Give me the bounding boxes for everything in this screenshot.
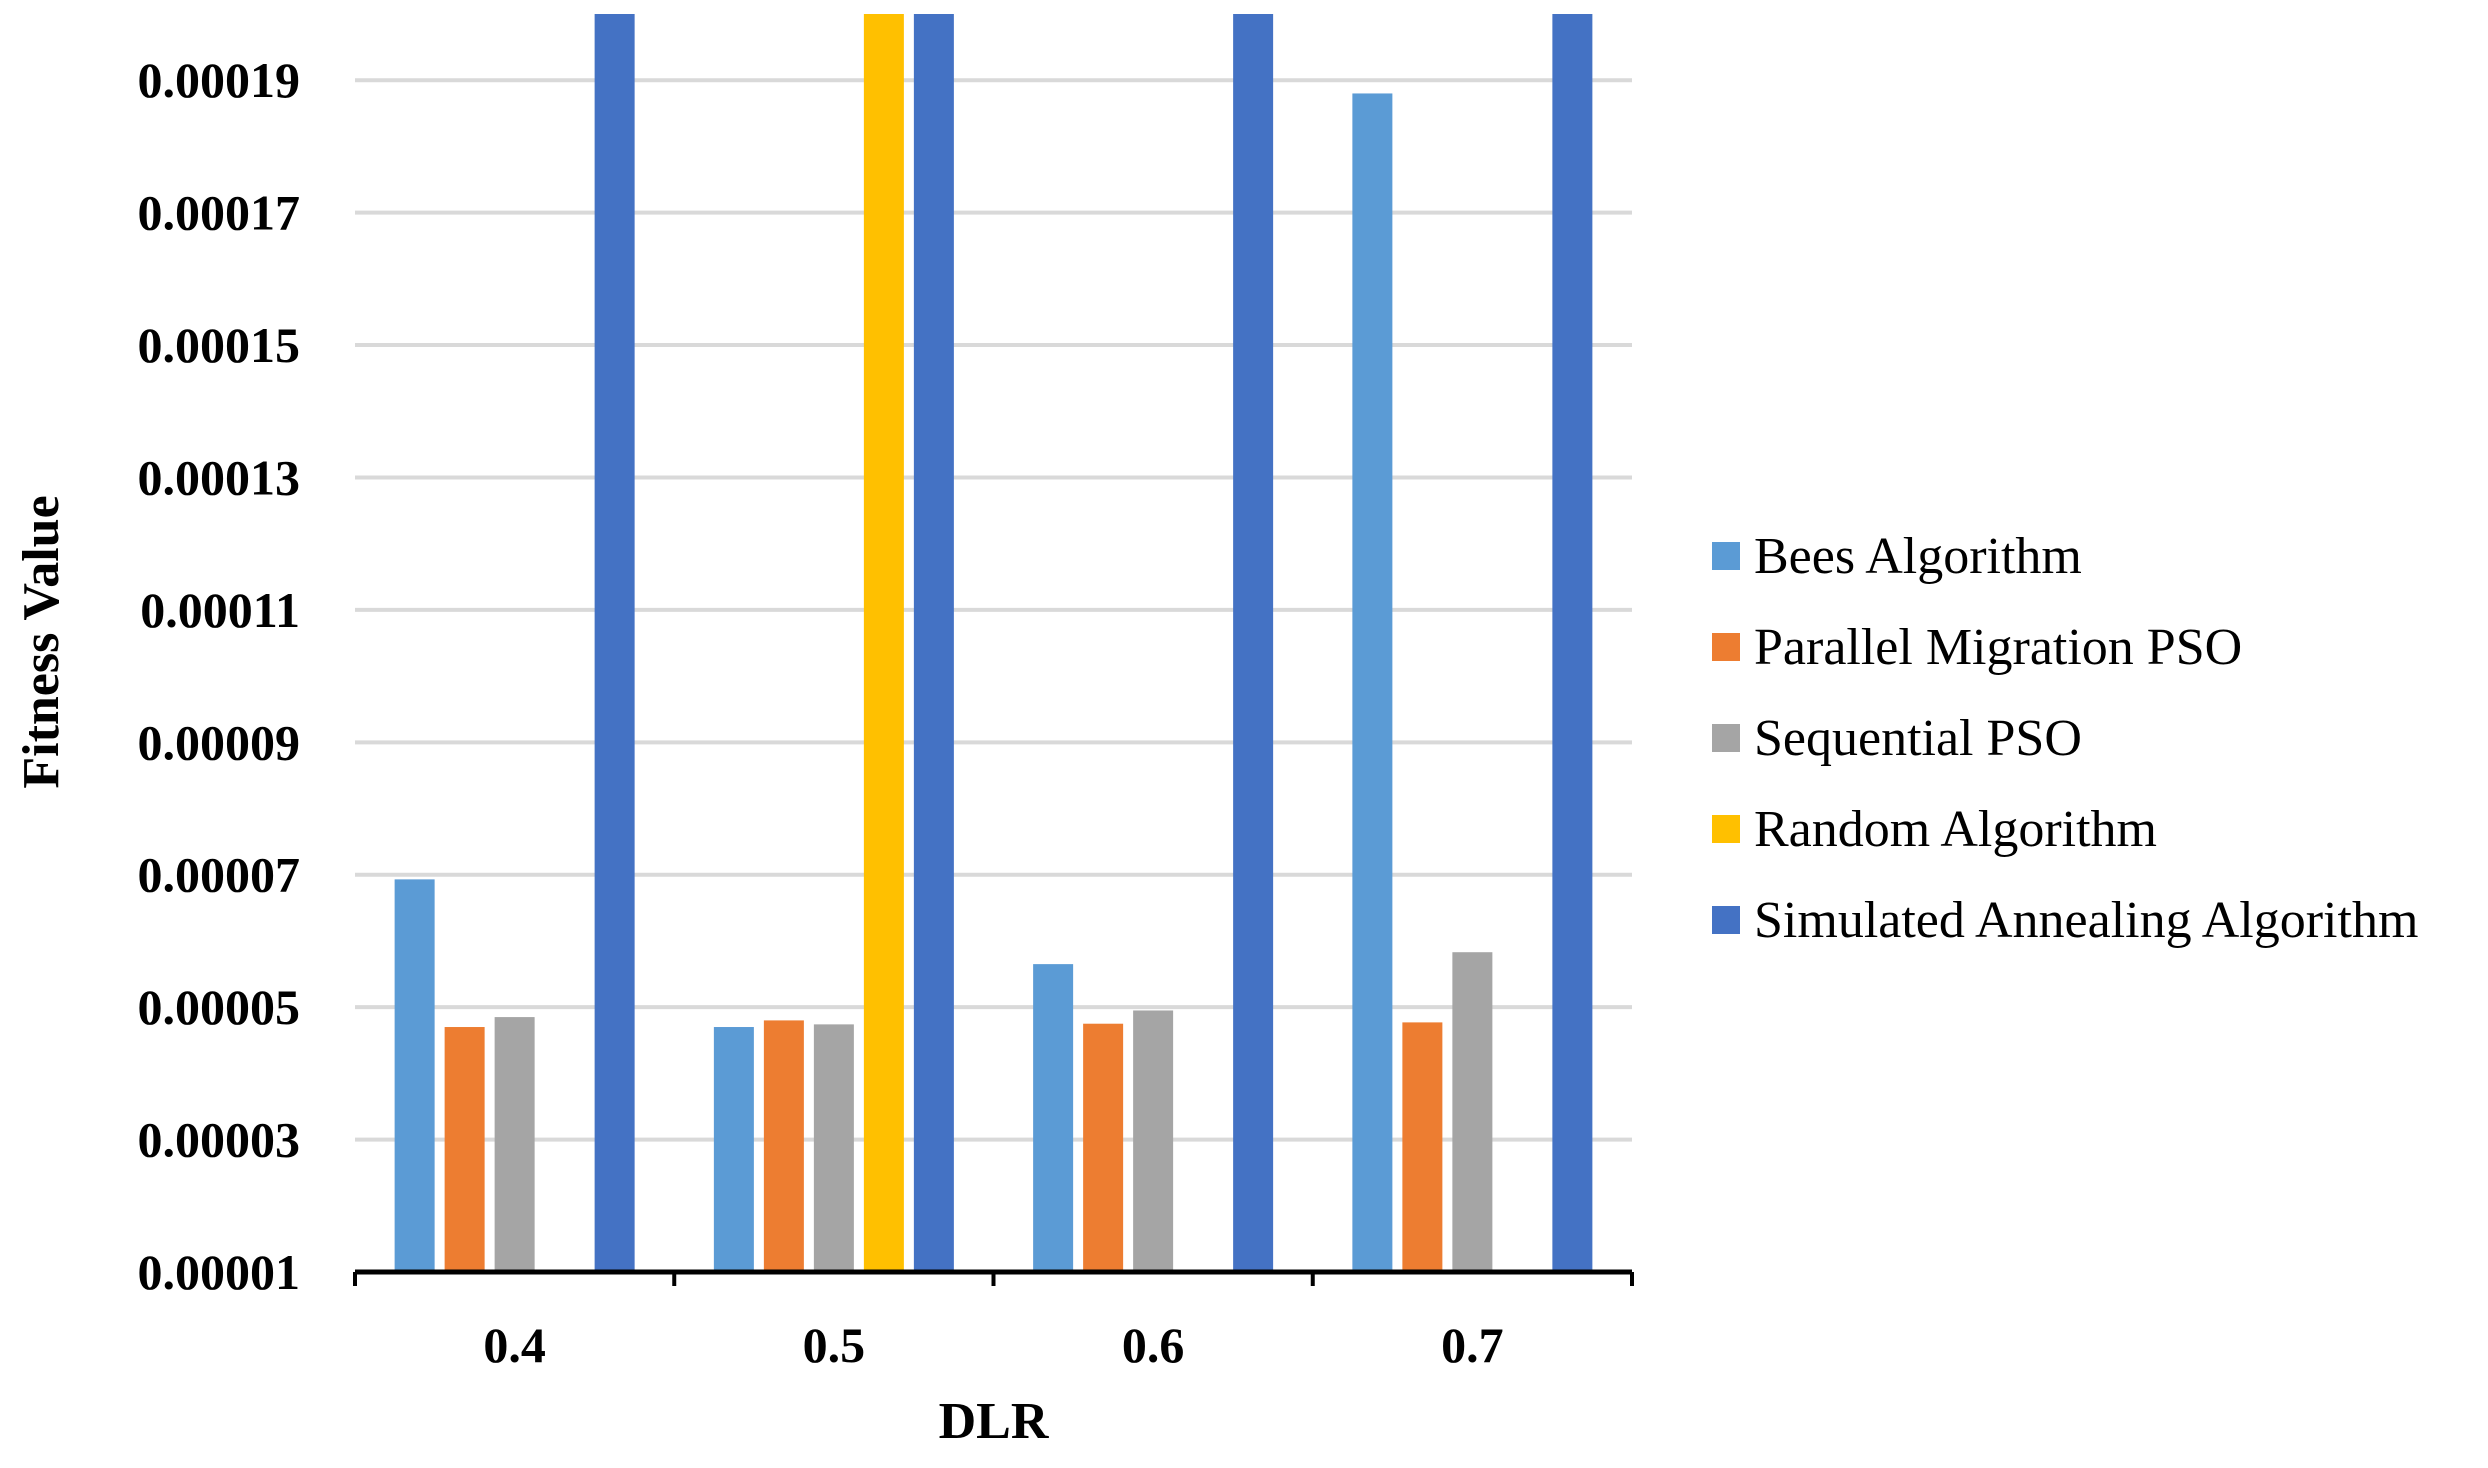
bar-parallel-migration-pso-0.6 [1083,1023,1124,1272]
legend-label: Sequential PSO [1754,710,2082,767]
y-tick-label: 0.00005 [138,979,301,1035]
legend-swatch-sequential-pso [1712,724,1740,752]
legend-label: Simulated Annealing Algorithm [1754,892,2418,949]
bar-simulated-annealing-algorithm-0.6 [1233,14,1274,1272]
y-tick-labels: 0.00001 0.00003 0.00005 0.00007 0.00009 0.000… [138,52,301,1300]
legend-label: Random Algorithm [1754,801,2157,858]
legend-swatch-simulated-annealing-algorithm [1712,906,1740,934]
x-tick-label: 0.6 [1122,1317,1185,1373]
y-tick-label: 0.00007 [138,847,301,903]
x-tick-label: 0.5 [803,1317,866,1373]
x-tick-labels: 0.4 0.5 0.6 0.7 [483,1317,1503,1373]
bar-bees-algorithm-0.7 [1352,93,1393,1272]
bar-bees-algorithm-0.5 [713,1027,754,1272]
y-tick-label: 0.00015 [138,317,301,373]
legend-label: Parallel Migration PSO [1754,619,2242,676]
y-tick-label: 0.00013 [138,449,301,505]
y-tick-label: 0.00009 [138,714,301,770]
bar-simulated-annealing-algorithm-0.4 [594,14,635,1272]
y-tick-label: 0.00011 [140,582,300,638]
bar-sequential-pso-0.4 [494,1017,535,1272]
y-tick-label: 0.00001 [138,1244,301,1300]
legend-swatch-bees-algorithm [1712,542,1740,570]
bar-sequential-pso-0.6 [1133,1010,1174,1272]
bars [394,14,1593,1272]
bar-parallel-migration-pso-0.4 [444,1027,485,1272]
bar-simulated-annealing-algorithm-0.5 [913,14,954,1272]
legend-swatch-random-algorithm [1712,815,1740,843]
y-tick-label: 0.00019 [138,52,301,108]
x-axis-title: DLR [939,1393,1050,1450]
bar-bees-algorithm-0.4 [394,879,435,1272]
bar-parallel-migration-pso-0.7 [1402,1022,1443,1272]
y-tick-label: 0.00017 [138,185,301,241]
legend: Bees Algorithm Parallel Migration PSO Sequ… [1712,528,2418,949]
legend-label: Bees Algorithm [1754,528,2082,585]
x-tick-label: 0.4 [483,1317,546,1373]
axes [353,1269,1634,1286]
bar-simulated-annealing-algorithm-0.7 [1552,14,1593,1272]
bar-parallel-migration-pso-0.5 [763,1020,804,1272]
gridlines [355,78,1632,1142]
y-axis-title: Fitness Value [13,495,70,788]
bar-random-algorithm-0.5 [863,14,904,1272]
bar-sequential-pso-0.5 [813,1024,854,1272]
y-tick-label: 0.00003 [138,1112,301,1168]
bar-sequential-pso-0.7 [1452,952,1493,1272]
x-tick-label: 0.7 [1441,1317,1504,1373]
legend-swatch-parallel-migration-pso [1712,633,1740,661]
bar-bees-algorithm-0.6 [1033,964,1074,1272]
